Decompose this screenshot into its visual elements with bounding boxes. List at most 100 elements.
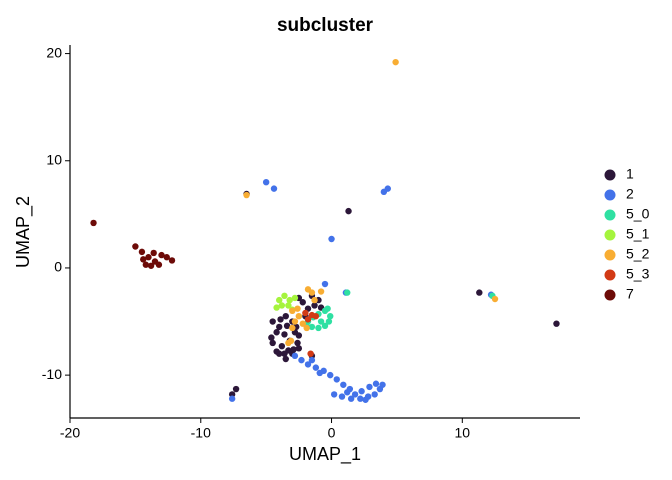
point xyxy=(338,393,346,400)
point xyxy=(299,320,306,327)
point xyxy=(150,249,157,257)
point xyxy=(163,254,170,261)
point xyxy=(315,324,322,332)
legend-swatch xyxy=(604,269,616,281)
point xyxy=(278,302,286,309)
point xyxy=(295,332,303,339)
point xyxy=(358,388,365,395)
point xyxy=(277,316,284,323)
point xyxy=(282,312,289,320)
point xyxy=(168,257,176,264)
point xyxy=(273,304,280,311)
point xyxy=(333,376,340,383)
point xyxy=(285,302,292,309)
legend-label: 5_1 xyxy=(626,226,650,242)
point xyxy=(295,312,303,320)
point xyxy=(269,318,276,325)
point xyxy=(371,391,378,398)
point xyxy=(308,356,316,364)
point xyxy=(379,381,386,388)
legend-label: 7 xyxy=(626,286,634,302)
point xyxy=(281,350,288,357)
point xyxy=(291,294,299,302)
legend-swatch xyxy=(604,189,616,201)
point xyxy=(372,380,380,387)
point xyxy=(317,318,325,325)
point xyxy=(243,191,250,199)
point xyxy=(281,331,288,338)
point xyxy=(311,302,318,309)
legend-label: 1 xyxy=(626,166,634,182)
x-tick-label: -20 xyxy=(60,425,80,441)
point xyxy=(321,322,329,330)
point xyxy=(366,383,373,391)
point xyxy=(328,235,335,243)
y-axis-label: UMAP_2 xyxy=(13,196,34,268)
x-tick-label: 0 xyxy=(328,425,336,441)
point xyxy=(232,385,240,393)
point xyxy=(140,256,147,263)
point xyxy=(304,316,312,323)
point xyxy=(324,305,331,312)
point xyxy=(330,391,338,398)
point xyxy=(291,318,299,325)
point xyxy=(316,369,323,377)
point xyxy=(147,262,155,269)
point xyxy=(392,58,399,66)
point xyxy=(344,289,351,296)
legend-swatch xyxy=(604,169,616,181)
y-tick-label: 0 xyxy=(54,259,62,275)
point xyxy=(268,334,275,341)
point xyxy=(287,337,295,345)
point xyxy=(327,371,334,379)
legend-swatch xyxy=(604,229,616,241)
point xyxy=(491,295,499,303)
point xyxy=(158,251,165,259)
point xyxy=(270,185,278,192)
x-tick-label: 10 xyxy=(455,425,471,441)
point xyxy=(278,342,286,350)
point xyxy=(286,296,293,304)
point xyxy=(273,329,280,336)
point xyxy=(303,324,310,332)
legend-label: 2 xyxy=(626,186,634,202)
point xyxy=(327,312,334,320)
point xyxy=(347,395,355,402)
legend-label: 5_2 xyxy=(626,246,650,262)
point xyxy=(290,346,297,353)
point xyxy=(155,261,163,268)
point xyxy=(295,345,303,352)
point xyxy=(351,391,359,398)
point xyxy=(340,381,347,388)
y-tick-label: 10 xyxy=(46,151,62,167)
point xyxy=(308,289,316,296)
point xyxy=(289,324,296,332)
point xyxy=(312,364,320,371)
point xyxy=(476,289,483,296)
point xyxy=(294,305,301,312)
point xyxy=(291,352,299,360)
point xyxy=(262,178,270,186)
point xyxy=(132,243,139,250)
y-tick-label: -10 xyxy=(42,366,62,382)
point xyxy=(380,188,388,196)
point xyxy=(145,254,152,261)
point xyxy=(345,207,352,215)
point xyxy=(138,248,146,256)
point xyxy=(282,355,289,363)
point xyxy=(311,296,318,304)
point xyxy=(299,299,306,306)
point xyxy=(273,348,280,355)
point xyxy=(304,361,312,368)
point xyxy=(307,350,314,357)
point xyxy=(283,322,291,330)
legend-swatch xyxy=(604,289,616,301)
point xyxy=(317,288,325,295)
y-tick-label: 20 xyxy=(46,44,62,60)
point xyxy=(90,219,97,227)
chart-title: subcluster xyxy=(277,15,374,36)
point xyxy=(276,323,283,331)
point xyxy=(553,320,560,327)
point xyxy=(312,312,320,320)
